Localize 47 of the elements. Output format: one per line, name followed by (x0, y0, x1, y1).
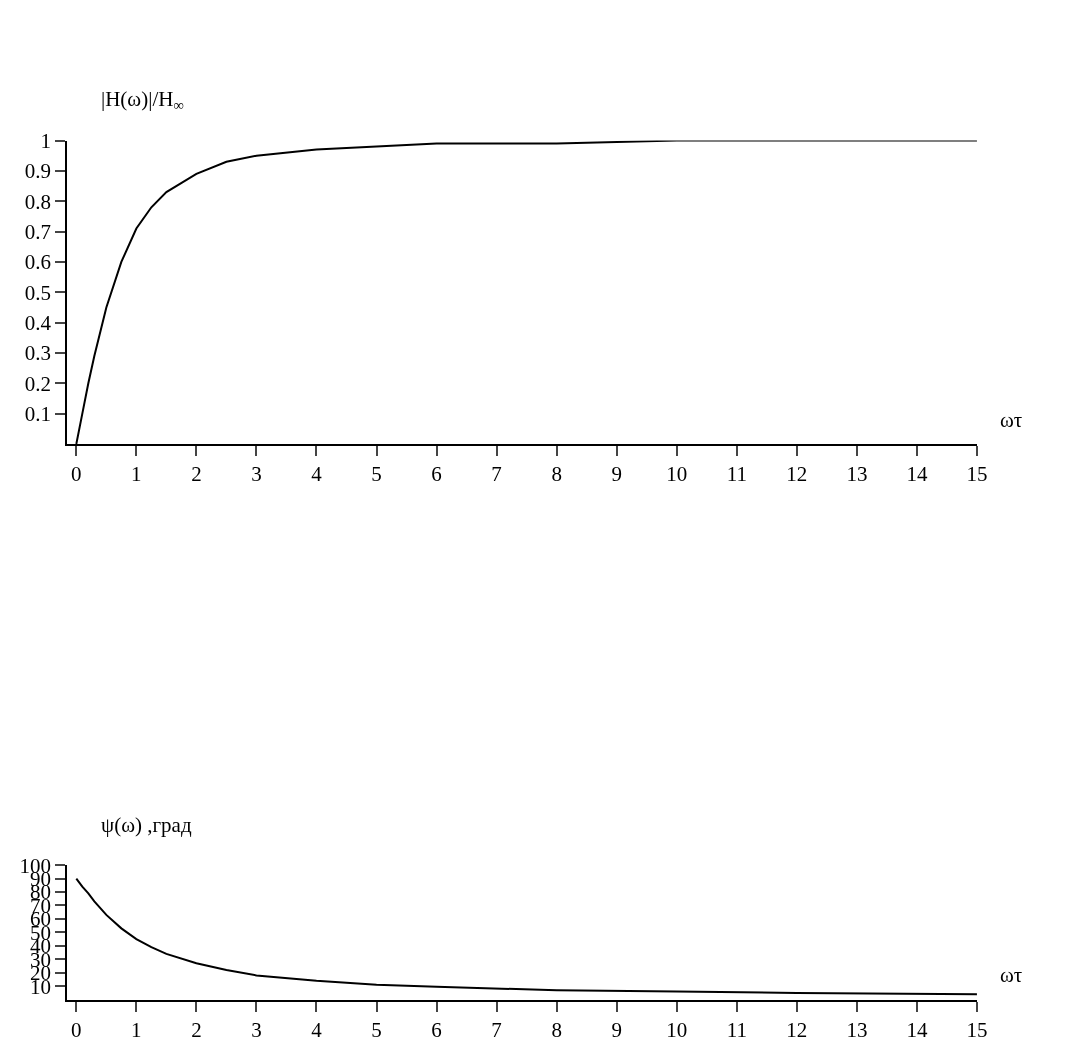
x-tick-label: 4 (311, 1017, 323, 1042)
x-tick-label: 1 (131, 462, 142, 487)
x-tick-label: 0 (71, 1017, 82, 1042)
x-axis-title: ωτ (1000, 963, 1023, 987)
y-tick-label: 0.8 (24, 189, 52, 214)
y-tick-label: 0.2 (24, 371, 52, 396)
y-tick-label: 0.5 (24, 280, 52, 305)
x-tick-label: 10 (666, 1017, 688, 1042)
x-tick-label: 9 (611, 1017, 622, 1042)
x-tick-label: 0 (71, 462, 82, 487)
x-tick-label: 11 (726, 1017, 747, 1042)
y-tick-label: 0.9 (24, 159, 52, 184)
x-tick-label: 5 (371, 1017, 382, 1042)
x-tick-label: 1 (131, 1017, 142, 1042)
x-axis-title: ωτ (1000, 408, 1023, 432)
x-tick-label: 12 (786, 1017, 808, 1042)
y-tick-label: 0.4 (24, 310, 52, 335)
x-tick-label: 9 (611, 462, 622, 487)
x-tick-label: 15 (966, 462, 988, 487)
x-tick-label: 15 (966, 1017, 988, 1042)
y-tick-label: 0.1 (24, 402, 52, 427)
x-tick-label: 7 (491, 462, 502, 487)
x-tick-label: 2 (191, 462, 202, 487)
x-tick-label: 3 (251, 1017, 262, 1042)
x-tick-label: 12 (786, 462, 808, 487)
y-tick-label: 1 (40, 128, 52, 153)
x-tick-label: 6 (431, 1017, 442, 1042)
y-tick-label: 0.3 (24, 341, 52, 366)
x-tick-label: 10 (666, 462, 688, 487)
y-axis-title: ψ(ω) ,град (101, 813, 192, 837)
x-tick-label: 13 (846, 462, 868, 487)
x-tick-label: 14 (906, 462, 928, 487)
x-tick-label: 2 (191, 1017, 202, 1042)
x-tick-label: 7 (491, 1017, 502, 1042)
x-tick-label: 3 (251, 462, 262, 487)
x-tick-label: 14 (906, 1017, 928, 1042)
x-tick-label: 5 (371, 462, 382, 487)
y-axis-title: |H(ω)|/H$_{∞}$ (101, 87, 184, 114)
x-tick-label: 13 (846, 1017, 868, 1042)
y-tick-label: 0.7 (24, 219, 52, 244)
x-tick-label: 8 (551, 462, 562, 487)
line-series (75, 877, 977, 996)
x-tick-label: 6 (431, 462, 442, 487)
x-tick-label: 11 (726, 462, 747, 487)
x-tick-label: 4 (311, 462, 323, 487)
x-tick-label: 8 (551, 1017, 562, 1042)
y-tick-label: 0.6 (24, 250, 52, 275)
